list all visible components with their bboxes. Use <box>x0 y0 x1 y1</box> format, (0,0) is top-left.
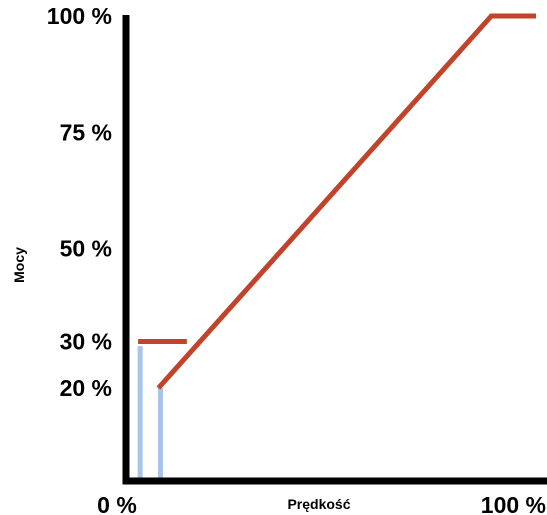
x-tick-label: 100 % <box>481 492 546 515</box>
y-tick-label: 20 % <box>60 375 112 401</box>
series-line-2 <box>156 13 536 390</box>
x-tick-label: 0 % <box>97 492 137 515</box>
x-axis-label: Prędkość <box>287 496 350 512</box>
y-tick-label: 30 % <box>60 329 112 355</box>
y-tick-label: 100 % <box>47 3 112 29</box>
y-axis-label: Mocy <box>11 247 27 283</box>
axes-layer <box>122 15 547 485</box>
ticks-layer: 100 % 75 % 50 % 30 % 20 % 0 % 100 % <box>47 3 546 515</box>
series-layer <box>138 13 536 390</box>
y-tick-label: 75 % <box>60 119 112 145</box>
bars-layer <box>137 346 163 481</box>
y-tick-label: 50 % <box>60 236 112 262</box>
